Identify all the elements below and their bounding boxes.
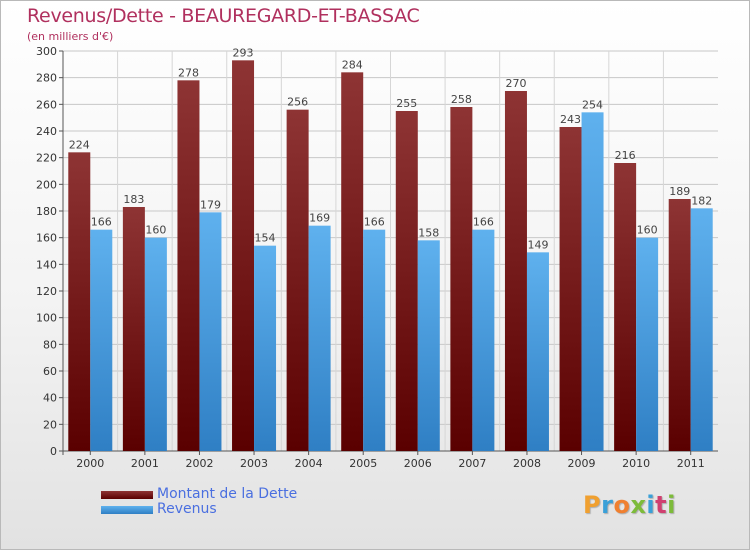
bar-debt: [668, 199, 691, 451]
y-tick-label: 300: [36, 45, 57, 58]
bar-revenue: [417, 240, 440, 451]
y-tick-label: 120: [36, 285, 57, 298]
y-tick-label: 280: [36, 72, 57, 85]
bar-revenue: [472, 229, 495, 451]
bar-revenue: [636, 237, 659, 451]
bar-debt: [341, 72, 364, 451]
data-label: 189: [669, 185, 690, 198]
y-tick-label: 80: [43, 338, 57, 351]
data-label: 154: [255, 232, 276, 245]
data-label: 278: [178, 66, 199, 79]
data-label: 166: [364, 216, 385, 229]
data-label: 258: [451, 93, 472, 106]
bar-revenue: [363, 229, 386, 451]
x-tick-label: 2002: [185, 457, 213, 470]
data-labels: 224 166 183 160 278 179 293 154 256 169 284 166 255 1…: [69, 46, 712, 251]
bar-debt: [504, 91, 527, 451]
y-tick-label: 160: [36, 232, 57, 245]
bar-revenue: [254, 245, 277, 451]
data-label: 149: [527, 238, 548, 251]
chart-subtitle: (en milliers d'€): [27, 30, 114, 43]
bar-revenue: [526, 252, 549, 451]
logo-letter: r: [601, 491, 614, 519]
x-tick-label: 2009: [568, 457, 596, 470]
chart-title: Revenus/Dette - BEAUREGARD-ET-BASSAC: [27, 5, 420, 27]
data-label: 293: [233, 46, 254, 59]
x-tick-label: 2006: [404, 457, 432, 470]
bar-debt: [177, 80, 200, 451]
data-label: 158: [418, 226, 439, 239]
logo-letter: x: [630, 491, 647, 519]
proxiti-logo: Proxiti: [583, 491, 676, 519]
x-tick-label: 2003: [240, 457, 268, 470]
x-tick-label: 2007: [458, 457, 486, 470]
data-label: 183: [123, 193, 144, 206]
data-label: 216: [615, 149, 636, 162]
data-label: 243: [560, 113, 581, 126]
y-tick-label: 40: [43, 392, 57, 405]
data-label: 270: [505, 77, 526, 90]
grid-lines: [63, 50, 718, 451]
bar-debt: [286, 109, 309, 452]
bar-debt: [122, 207, 145, 451]
y-tick-label: 100: [36, 312, 57, 325]
data-label: 169: [309, 212, 330, 225]
x-tick-label: 2000: [76, 457, 104, 470]
bar-revenue: [90, 229, 113, 451]
data-label: 166: [473, 216, 494, 229]
axes: 0 20 40 60 80 100 120 140 160 180 200 220 240 260 280 3…: [36, 45, 718, 470]
data-label: 160: [637, 224, 658, 237]
y-tick-label: 200: [36, 178, 57, 191]
legend-label-revenue: Revenus: [157, 501, 217, 517]
data-label: 284: [342, 58, 363, 71]
x-tick-label: 2010: [622, 457, 650, 470]
logo-letter: o: [613, 491, 631, 519]
bar-debt: [559, 127, 582, 451]
y-tick-label: 140: [36, 258, 57, 271]
bar-debt: [450, 107, 473, 451]
data-label: 254: [582, 98, 603, 111]
data-label: 256: [287, 96, 308, 109]
y-tick-label: 240: [36, 125, 57, 138]
bar-debt: [68, 152, 91, 452]
bar-debt: [614, 163, 637, 451]
logo-letter: t: [655, 491, 668, 519]
bar-revenue: [308, 225, 331, 451]
data-label: 182: [691, 194, 712, 207]
y-tick-label: 180: [36, 205, 57, 218]
bar-debt: [395, 111, 418, 451]
y-tick-label: 0: [50, 445, 57, 458]
y-tick-label: 260: [36, 98, 57, 111]
logo-letter: P: [583, 491, 602, 519]
legend-swatch-revenue: [101, 506, 153, 514]
data-label: 224: [69, 138, 90, 151]
bars: [68, 60, 713, 452]
bar-debt: [232, 60, 255, 451]
x-tick-label: 2011: [677, 457, 705, 470]
x-tick-label: 2001: [131, 457, 159, 470]
data-label: 166: [91, 216, 112, 229]
x-tick-label: 2008: [513, 457, 541, 470]
legend-swatch-debt: [101, 491, 153, 499]
bar-revenue: [199, 212, 222, 451]
logo-letter: i: [667, 491, 676, 519]
x-tick-label: 2005: [349, 457, 377, 470]
y-tick-label: 220: [36, 152, 57, 165]
bar-revenue: [144, 237, 167, 451]
legend-label-debt: Montant de la Dette: [157, 486, 298, 502]
data-label: 255: [396, 97, 417, 110]
x-tick-label: 2004: [295, 457, 323, 470]
bar-revenue: [690, 208, 713, 451]
y-tick-label: 60: [43, 365, 57, 378]
logo-letter: i: [646, 491, 656, 519]
y-tick-label: 20: [43, 418, 57, 431]
bar-revenue: [581, 112, 604, 451]
data-label: 160: [145, 224, 166, 237]
data-label: 179: [200, 198, 221, 211]
